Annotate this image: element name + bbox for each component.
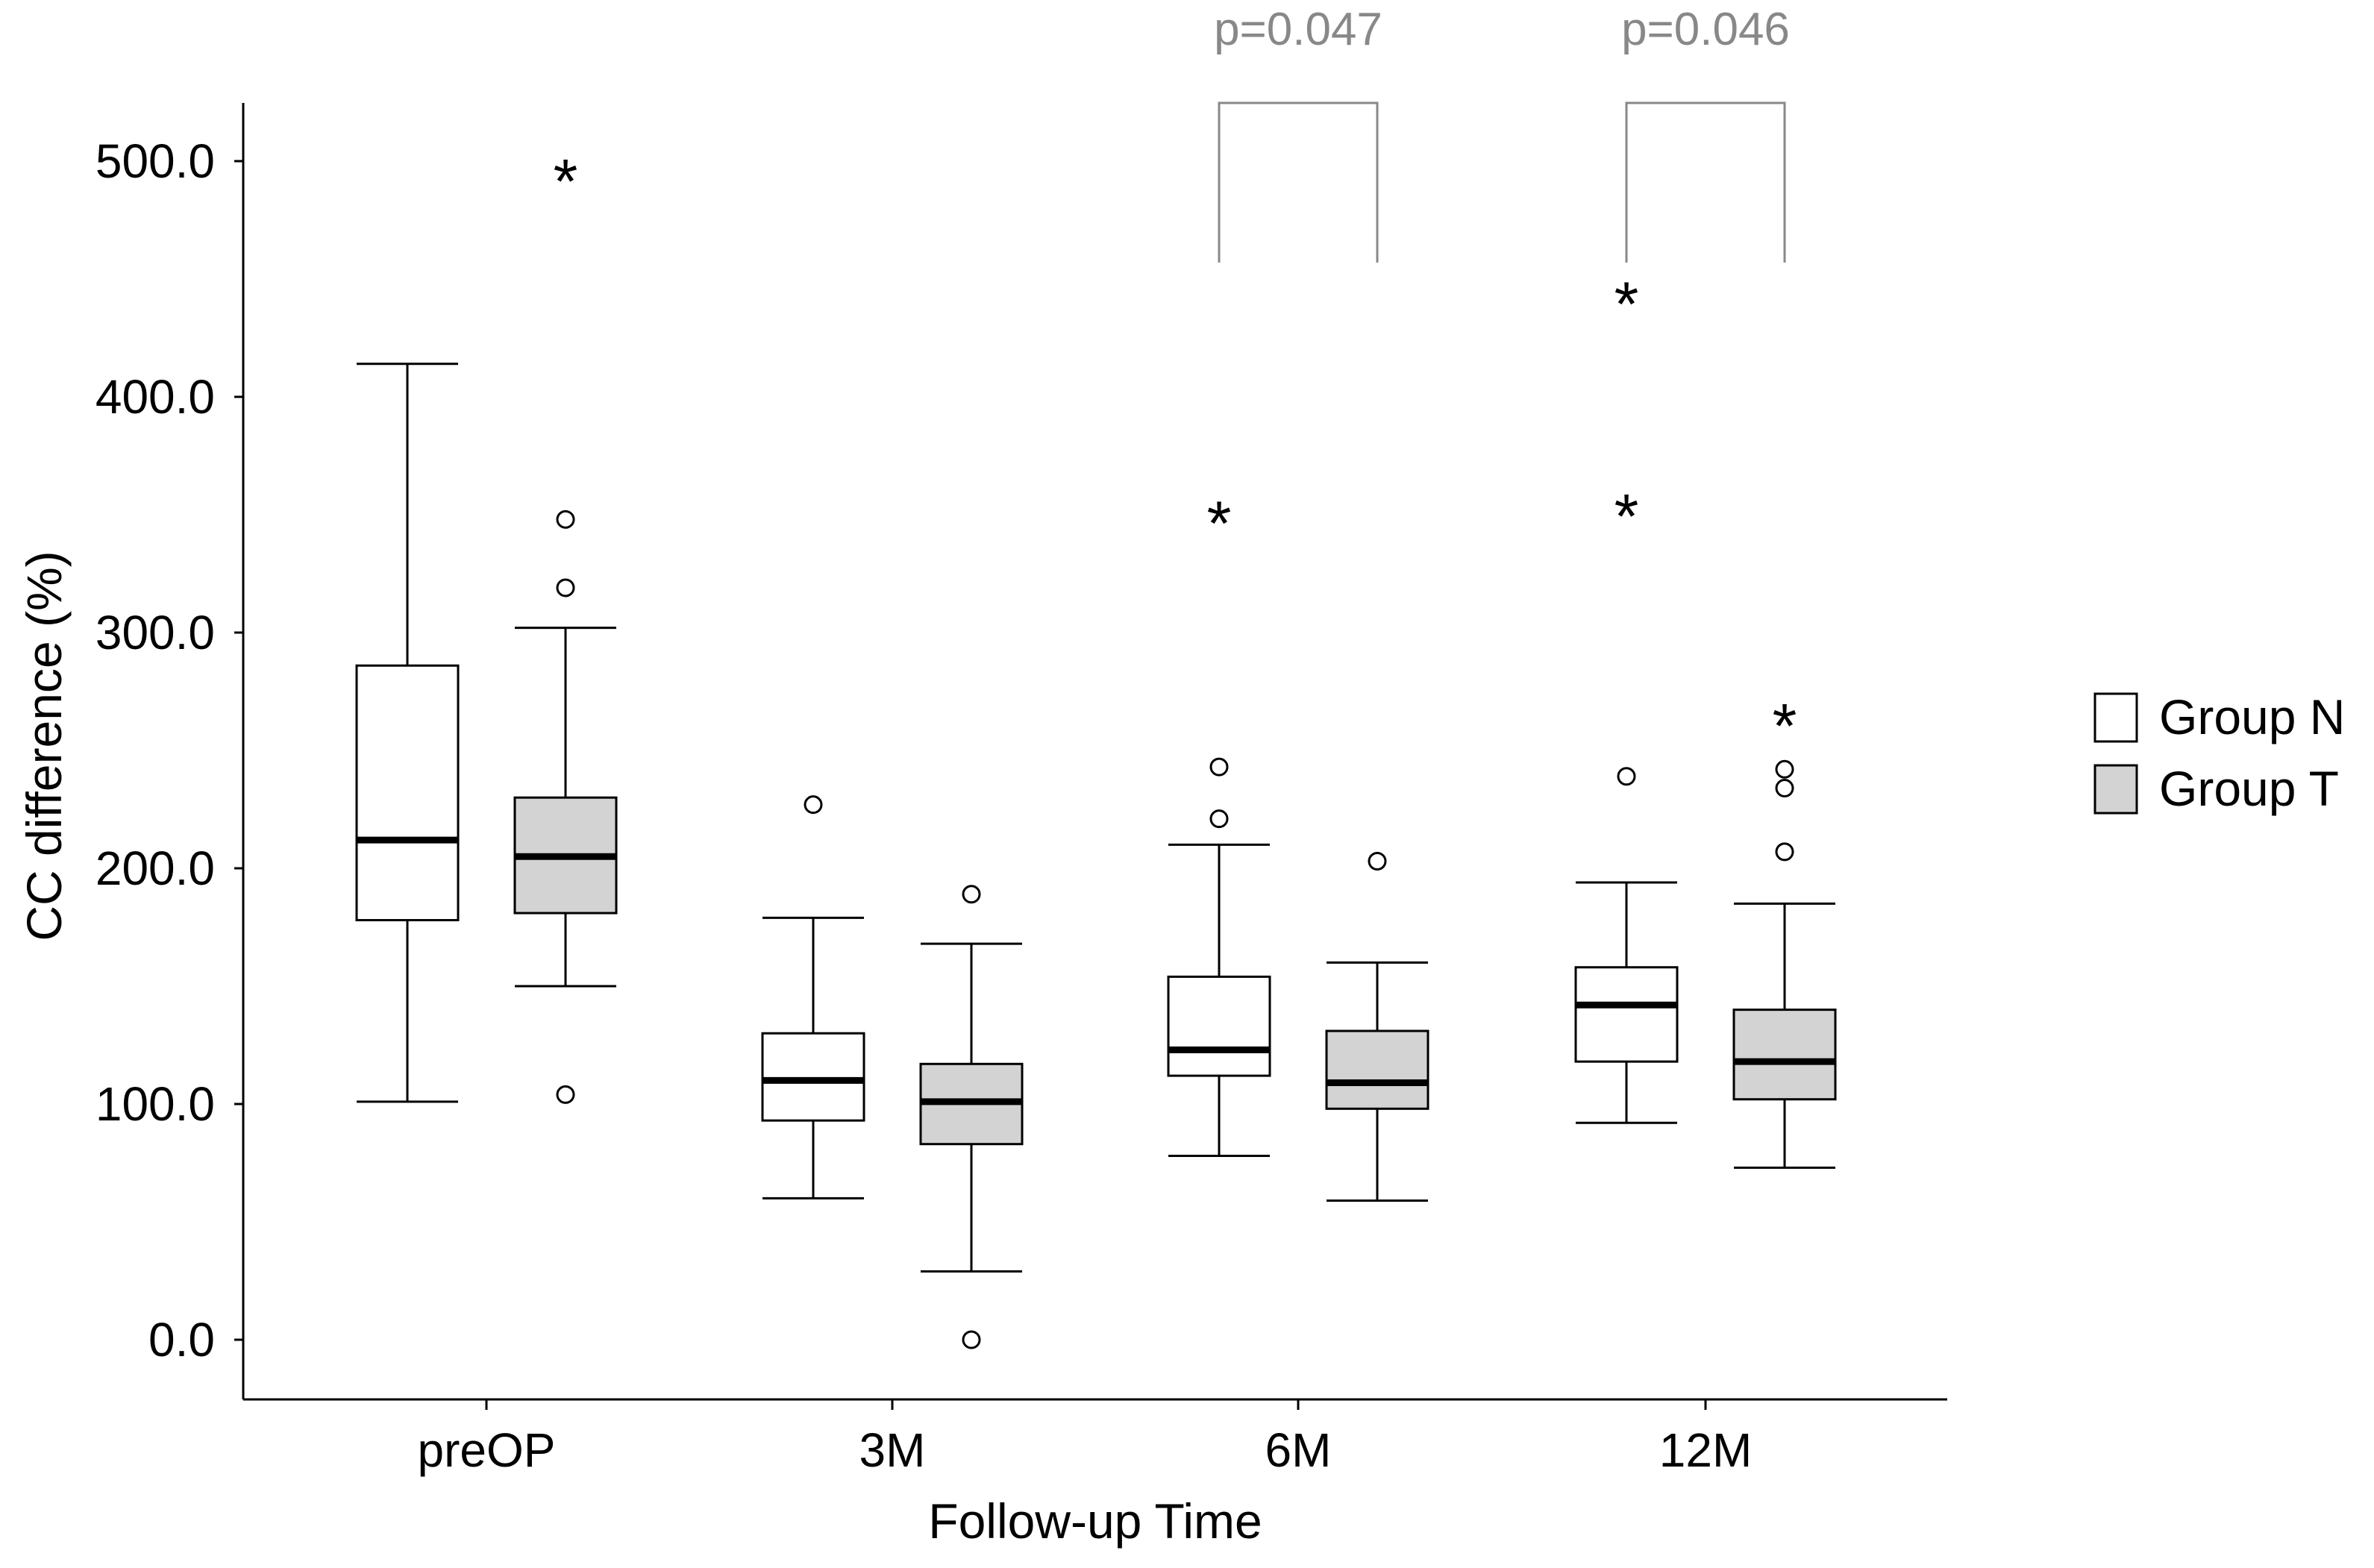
x-tick-label: 3M <box>859 1423 926 1477</box>
x-axis-title: Follow-up Time <box>928 1493 1262 1549</box>
box-group-t <box>1325 1029 1429 1110</box>
outlier-point <box>556 1085 575 1104</box>
extreme-point: * <box>1614 269 1639 339</box>
box-group-n <box>1574 966 1679 1063</box>
box-group-n <box>1167 975 1271 1077</box>
outlier-point <box>1775 779 1794 798</box>
box-group-n <box>355 664 460 922</box>
x-tick-label: 6M <box>1265 1423 1332 1477</box>
outlier-point <box>1209 757 1229 777</box>
outlier-point <box>962 885 981 904</box>
y-axis-title: CC difference (%) <box>16 551 72 941</box>
y-tick-label: 200.0 <box>95 841 215 895</box>
outlier-point <box>1617 767 1636 786</box>
legend-label-group-t: Group T <box>2159 761 2339 816</box>
extreme-point: * <box>554 146 578 216</box>
outlier-point <box>1209 809 1229 829</box>
box-group-t <box>1732 1009 1837 1101</box>
x-tick-label: preOP <box>418 1423 556 1477</box>
significance-bracket <box>1625 101 1786 263</box>
extreme-point: * <box>1773 691 1797 761</box>
legend-swatch-group-n <box>2093 692 2138 743</box>
outlier-point <box>1775 842 1794 862</box>
y-tick-label: 400.0 <box>95 370 215 424</box>
y-tick-label: 100.0 <box>95 1077 215 1131</box>
p-value-label: p=0.047 <box>1214 4 1382 55</box>
box-group-n <box>761 1032 865 1122</box>
p-value-label: p=0.046 <box>1621 4 1790 55</box>
extreme-point: * <box>1614 481 1639 551</box>
outlier-point <box>962 1330 981 1349</box>
y-tick-label: 500.0 <box>95 134 215 188</box>
outlier-point <box>556 578 575 598</box>
legend-label-group-n: Group N <box>2159 689 2345 744</box>
extreme-point: * <box>1207 488 1232 558</box>
legend-swatch-group-t <box>2093 764 2138 815</box>
outlier-point <box>1775 759 1794 779</box>
x-tick-label: 12M <box>1659 1423 1753 1477</box>
outlier-point <box>804 795 823 815</box>
legend: Group N Group T <box>2093 689 2345 816</box>
outlier-point <box>1368 852 1387 871</box>
significance-bracket <box>1218 101 1379 263</box>
outlier-point <box>556 509 575 529</box>
y-tick-label: 0.0 <box>148 1313 215 1367</box>
y-tick-label: 300.0 <box>95 606 215 659</box>
